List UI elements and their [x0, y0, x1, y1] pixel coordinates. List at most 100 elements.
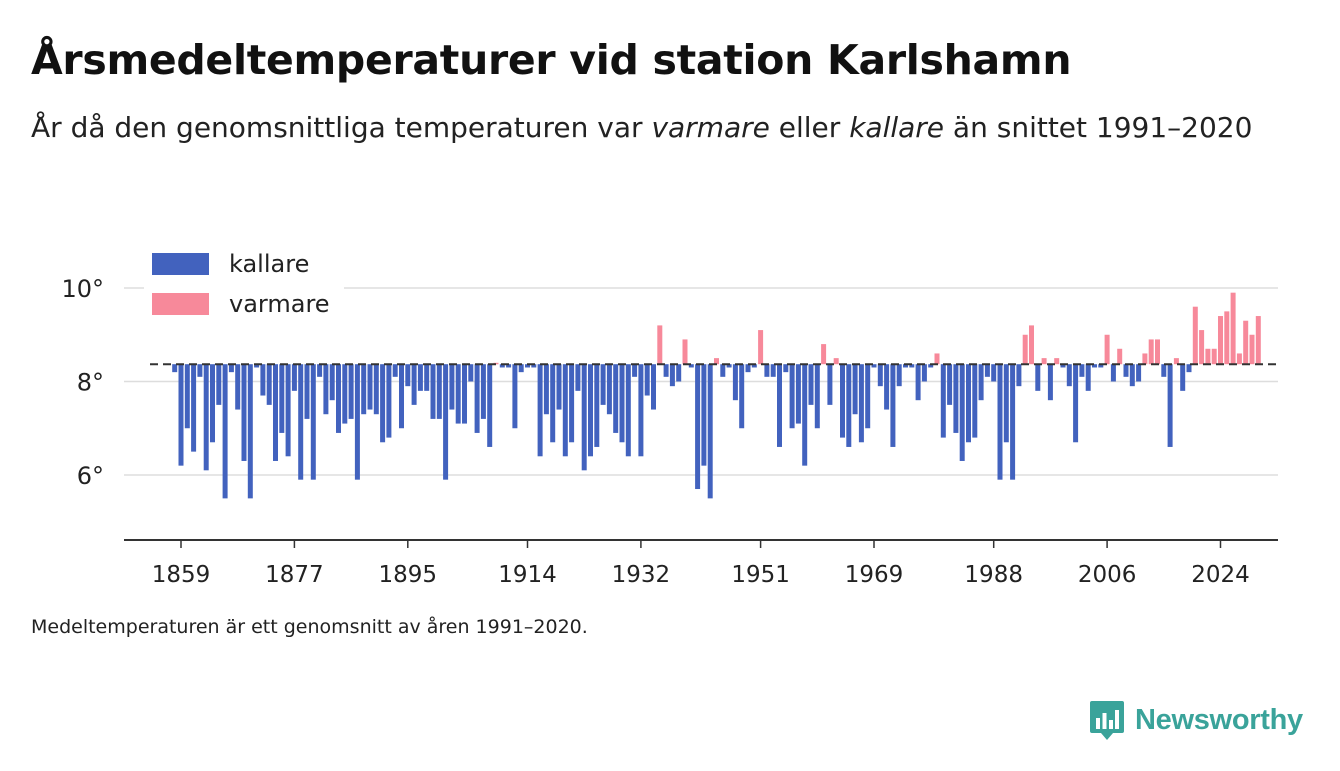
bar-cold	[430, 364, 436, 419]
bar-cold	[588, 364, 593, 457]
bar-warm	[657, 325, 663, 365]
subtitle-part2: eller	[769, 111, 850, 144]
bar-cold	[676, 364, 682, 382]
bar-cold	[751, 364, 757, 368]
bar-cold	[802, 364, 808, 466]
x-tick-label: 1951	[731, 562, 790, 588]
bar-cold	[1136, 364, 1142, 382]
x-tick-label: 1895	[379, 562, 438, 588]
bar-cold	[638, 364, 644, 457]
bar-cold	[178, 364, 184, 466]
bar-cold	[543, 364, 549, 415]
bar-cold	[556, 364, 562, 410]
bar-cold	[329, 364, 335, 401]
bar-cold	[575, 364, 581, 391]
bar-cold	[1123, 364, 1129, 377]
bar-cold	[531, 364, 537, 368]
bar-cold	[1129, 364, 1135, 387]
bar-cold	[449, 364, 455, 410]
temperature-bar-chart: 6° 8° 10° 1859 1877 1895 1914 1932 1951 1969 1988 2…	[61, 250, 1280, 588]
bar-cold	[739, 364, 745, 429]
bar-warm	[1054, 358, 1060, 365]
bar-cold	[846, 364, 852, 447]
bar-cold	[669, 364, 675, 387]
bar-cold	[1073, 364, 1079, 443]
bar-warm	[1117, 348, 1123, 365]
bar-cold	[770, 364, 776, 377]
bar-cold	[247, 364, 253, 499]
bar-cold	[317, 364, 323, 377]
bar-cold	[1047, 364, 1053, 401]
bar-cold	[1066, 364, 1072, 387]
bar-warm	[1230, 292, 1236, 365]
bar-cold	[1079, 364, 1085, 377]
bar-cold	[594, 364, 600, 447]
bar-cold	[235, 364, 241, 410]
bar-cold	[411, 364, 417, 405]
bar-cold	[348, 364, 354, 419]
x-tick-label: 1932	[612, 562, 671, 588]
bar-cold	[1035, 364, 1041, 391]
bar-cold	[399, 364, 404, 429]
legend-label-kallare: kallare	[229, 250, 309, 278]
bar-cold	[537, 364, 543, 457]
brand-logo[interactable]: Newsworthy	[1089, 699, 1303, 741]
bar-cold	[550, 364, 556, 443]
bar-cold	[619, 364, 625, 443]
bar-warm	[1236, 353, 1242, 365]
bar-warm	[682, 339, 688, 365]
bar-cold	[858, 364, 864, 443]
bar-warm	[1211, 348, 1217, 365]
bar-cold	[707, 364, 713, 499]
bar-cold	[241, 364, 247, 461]
bar-cold	[512, 364, 518, 429]
bar-cold	[852, 364, 858, 415]
bar-cold	[651, 364, 656, 410]
bar-cold	[354, 364, 360, 480]
bar-warm	[1142, 353, 1148, 365]
bar-cold	[197, 364, 203, 377]
bar-cold	[600, 364, 606, 405]
bar-cold	[840, 364, 845, 438]
bar-cold	[273, 364, 278, 461]
bar-cold	[701, 364, 707, 466]
bar-warm	[1243, 320, 1249, 365]
bar-cold	[1180, 364, 1186, 391]
bar-cold	[468, 364, 474, 382]
bar-cold	[1098, 364, 1104, 368]
bar-cold	[732, 364, 738, 401]
chart-title: Årsmedeltemperaturer vid station Karlsha…	[31, 36, 1072, 84]
y-tick-label: 6°	[77, 462, 104, 490]
bar-cold	[966, 364, 971, 443]
bar-warm	[1199, 330, 1205, 365]
bar-cold	[405, 364, 411, 387]
bar-warm	[1224, 311, 1230, 365]
bar-cold	[525, 364, 530, 368]
bar-cold	[613, 364, 619, 433]
bar-cold	[947, 364, 953, 405]
bar-cold	[228, 364, 234, 373]
bar-cold	[997, 364, 1003, 480]
bar-cold	[783, 364, 789, 373]
bar-cold	[1167, 364, 1173, 447]
bar-cold	[1060, 364, 1066, 368]
bar-cold	[984, 364, 990, 377]
bar-cold	[1186, 364, 1192, 373]
bar-cold	[172, 364, 178, 373]
bar-cold	[1092, 364, 1097, 368]
bar-cold	[291, 364, 297, 391]
bar-warm	[1041, 358, 1047, 365]
bar-cold	[506, 364, 512, 368]
bar-cold	[222, 364, 228, 499]
bar-cold	[266, 364, 272, 405]
bar-warm	[1155, 339, 1160, 365]
bar-cold	[285, 364, 291, 457]
bar-cold	[184, 364, 190, 429]
bar-cold	[726, 364, 732, 368]
subtitle-warm-word: varmare	[651, 111, 770, 144]
bar-cold	[877, 364, 883, 387]
bar-cold	[474, 364, 480, 433]
bar-cold	[884, 364, 890, 410]
bar-cold	[688, 364, 694, 368]
bar-cold	[487, 364, 493, 447]
